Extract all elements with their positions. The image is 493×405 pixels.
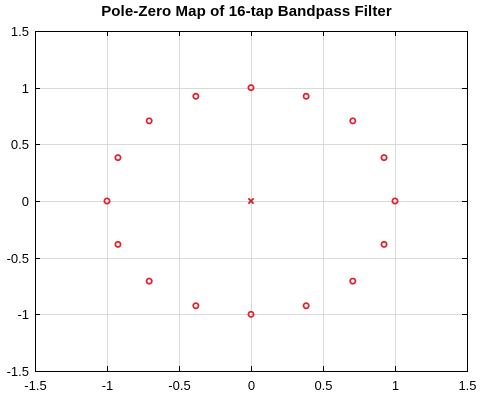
x-tick-label: 1	[392, 378, 399, 393]
zero-marker	[114, 154, 122, 162]
chart-title: Pole-Zero Map of 16-tap Bandpass Filter	[101, 3, 392, 20]
x-tick-label: 0	[248, 378, 255, 393]
y-tick-label: -1	[17, 307, 29, 322]
pole-marker	[247, 197, 255, 205]
y-tick-label: 0	[22, 194, 29, 209]
zero-marker	[145, 117, 153, 125]
x-tick-label: 0.5	[314, 378, 332, 393]
zero-marker	[302, 92, 310, 100]
zero-marker	[247, 84, 255, 92]
zero-marker	[192, 92, 200, 100]
zero-marker	[103, 197, 111, 205]
x-tick-label: -0.5	[168, 378, 190, 393]
zero-marker	[192, 302, 200, 310]
y-tick-label: 1	[22, 81, 29, 96]
tick-label-layer: -1.5 -1 -0.5 0 0.5 1 1.5 -1.5 -1 -0.5 0 0.5 1 1.5	[7, 24, 477, 393]
tick-layer	[35, 31, 468, 372]
y-tick-label: -1.5	[7, 364, 29, 379]
y-tick-label: 0.5	[11, 137, 29, 152]
x-tick-label: -1.5	[24, 378, 46, 393]
x-tick-label: 1.5	[458, 378, 476, 393]
y-tick-label: -0.5	[7, 251, 29, 266]
zero-marker	[380, 240, 388, 248]
zero-marker	[349, 117, 357, 125]
marker-layer	[103, 84, 399, 318]
zero-marker	[349, 277, 357, 285]
zero-marker	[145, 277, 153, 285]
y-tick-label: 1.5	[11, 24, 29, 39]
zero-marker	[380, 154, 388, 162]
zero-marker	[247, 310, 255, 318]
zero-marker	[114, 240, 122, 248]
zero-marker	[302, 302, 310, 310]
zero-marker	[391, 197, 399, 205]
x-tick-label: -1	[102, 378, 114, 393]
